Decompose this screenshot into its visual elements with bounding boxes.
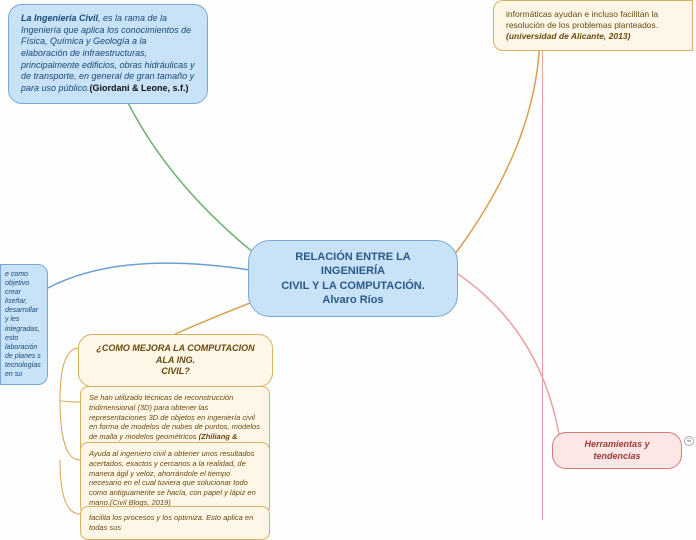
vertical-pink-line xyxy=(542,50,543,520)
question-node[interactable]: ¿COMO MEJORA LA COMPUTACION ALA ING. CIV… xyxy=(78,334,273,387)
topleft-body: , es la rama de la Ingeniería que aplica… xyxy=(21,13,195,93)
central-node[interactable]: RELACIÓN ENTRE LA INGENIERÍA CIVIL Y LA … xyxy=(248,240,458,317)
topright-cite: (universidad de Alicante, 2013) xyxy=(506,31,630,41)
question-line1: ¿COMO MEJORA LA COMPUTACION ALA ING. xyxy=(91,343,260,366)
central-line2: CIVIL Y LA COMPUTACIÓN. xyxy=(263,279,443,293)
topleft-cite: (Giordani & Leone, s.f.) xyxy=(90,83,189,93)
top-right-node[interactable]: informáticas ayudan e incluso facilitan … xyxy=(493,0,693,51)
question-line2: CIVIL? xyxy=(91,366,260,378)
herram-label: Herramientas y tendencias xyxy=(584,439,649,461)
top-left-node[interactable]: La Ingeniería Civil, es la rama de la In… xyxy=(8,4,208,104)
sub-node-3[interactable]: facilita los procesos y los optimiza. Es… xyxy=(80,506,270,540)
central-line3: Alvaro Ríos xyxy=(263,293,443,307)
left-partial-node[interactable]: e como objetivo crear liseñar, desarroll… xyxy=(0,264,48,385)
topright-body: informáticas ayudan e incluso facilitan … xyxy=(506,9,658,30)
sub-node-2[interactable]: Ayuda al ingeniero civil a obtener unos … xyxy=(80,442,270,515)
sub3-body: facilita los procesos y los optimiza. Es… xyxy=(89,513,253,532)
sub2-body: Ayuda al ingeniero civil a obtener unos … xyxy=(89,449,256,507)
herramientas-node[interactable]: Herramientas y tendencias xyxy=(552,432,682,469)
leftpartial-text: e como objetivo crear liseñar, desarroll… xyxy=(5,271,41,378)
topleft-lead: La Ingeniería Civil xyxy=(21,13,98,23)
expand-icon[interactable]: ≡ xyxy=(684,436,694,446)
central-line1: RELACIÓN ENTRE LA INGENIERÍA xyxy=(263,250,443,279)
